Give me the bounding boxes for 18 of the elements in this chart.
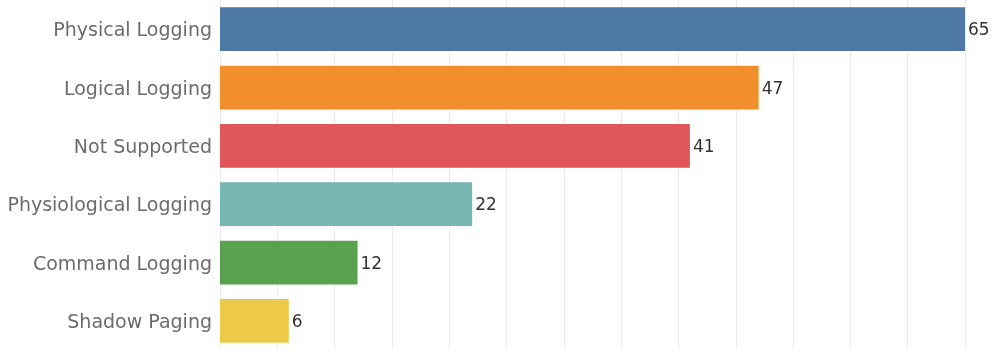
y-tick-label: Logical Logging (63, 76, 212, 99)
data-label: 41 (692, 135, 715, 156)
y-tick-label: Shadow Paging (67, 309, 212, 332)
data-label: 6 (291, 310, 303, 331)
bar (220, 65, 759, 110)
y-tick-label: Physical Logging (53, 18, 212, 41)
y-tick-label: Physiological Logging (7, 193, 212, 216)
bar (220, 298, 289, 343)
data-label: 47 (761, 77, 784, 98)
data-label: 65 (968, 19, 990, 40)
y-tick-label: Not Supported (73, 134, 212, 157)
bar (220, 182, 473, 227)
y-tick-label: Command Logging (32, 251, 212, 274)
bar (220, 240, 358, 285)
bar (220, 7, 965, 52)
bar (220, 123, 690, 168)
data-label: 12 (360, 252, 383, 273)
data-label: 22 (475, 194, 497, 215)
